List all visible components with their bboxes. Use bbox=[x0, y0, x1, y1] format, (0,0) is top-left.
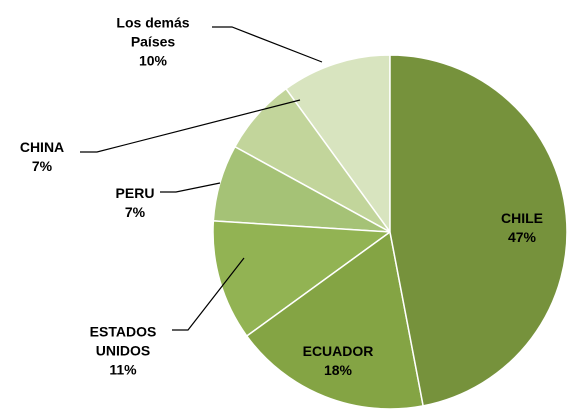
pie-slice bbox=[212, 220, 393, 338]
value-label: 47% bbox=[507, 229, 537, 245]
category-label: ECUADOR bbox=[302, 343, 374, 359]
slice-label: CHINA 7% bbox=[0, 138, 97, 176]
value-label: 7% bbox=[31, 158, 53, 174]
category-label: CHILE bbox=[501, 210, 543, 226]
pie-slice bbox=[389, 54, 567, 407]
value-label: 18% bbox=[323, 362, 353, 378]
category-label: Los demás Países bbox=[116, 14, 190, 50]
pie-slice bbox=[245, 230, 425, 410]
value-label: 11% bbox=[109, 361, 137, 378]
value-label: 7% bbox=[124, 204, 146, 220]
pie-slice bbox=[284, 54, 391, 235]
slice-label: ESTADOS UNIDOS 11% bbox=[78, 323, 168, 380]
leader-line bbox=[212, 26, 323, 63]
value-label: 10% bbox=[138, 52, 168, 69]
slice-label: CHILE 47% bbox=[467, 209, 567, 247]
category-label: PERU bbox=[115, 185, 155, 201]
slice-label: PERU 7% bbox=[80, 184, 190, 222]
category-label: CHINA bbox=[19, 139, 65, 155]
leader-line bbox=[172, 257, 245, 331]
category-label: ESTADOS UNIDOS bbox=[89, 323, 157, 359]
leader-line bbox=[160, 182, 221, 193]
slice-label: ECUADOR 18% bbox=[283, 342, 393, 380]
slice-label: Los demás Países 10% bbox=[108, 14, 198, 71]
leader-line bbox=[80, 99, 301, 153]
